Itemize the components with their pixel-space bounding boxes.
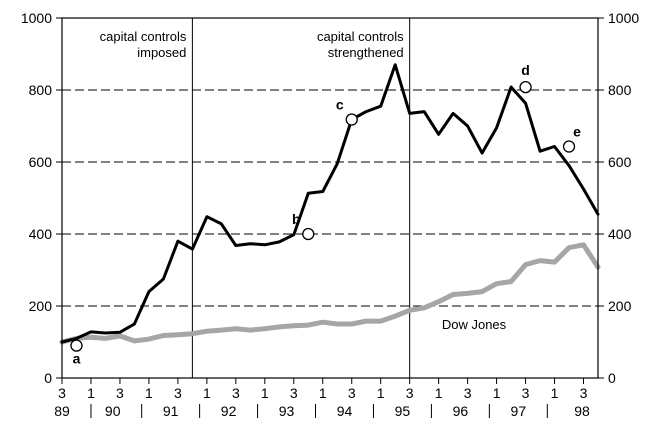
- point-marker-b: [302, 227, 315, 241]
- event-label: imposed: [137, 45, 186, 60]
- x-year-label: 91: [163, 403, 179, 419]
- x-year-label: 96: [453, 403, 469, 419]
- x-quarter-label: 1: [319, 385, 327, 401]
- x-year-label: 94: [337, 403, 353, 419]
- x-quarter-label: 1: [261, 385, 269, 401]
- x-quarter-label: 3: [290, 385, 298, 401]
- axis-layer: [56, 17, 604, 418]
- y-tick-label-right: 600: [608, 154, 632, 170]
- x-quarter-label: 1: [551, 385, 559, 401]
- point-label-d: d: [521, 62, 530, 78]
- x-year-label: 98: [574, 403, 590, 419]
- x-year-label: 90: [105, 403, 121, 419]
- y-tick-label-left: 800: [29, 82, 53, 98]
- x-quarter-label: 1: [145, 385, 153, 401]
- point-marker-e: [562, 140, 576, 153]
- y-tick-label-right: 800: [608, 82, 632, 98]
- x-year-label: 92: [221, 403, 237, 419]
- x-quarter-label: 3: [522, 385, 530, 401]
- x-quarter-label: 3: [116, 385, 124, 401]
- point-label-a: a: [73, 351, 81, 367]
- y-tick-label-left: 1000: [21, 10, 52, 26]
- y-tick-label-right: 400: [608, 226, 632, 242]
- point-marker-d: [519, 80, 532, 94]
- x-year-label: 95: [395, 403, 411, 419]
- x-quarter-label: 3: [464, 385, 472, 401]
- point-marker-a: [70, 339, 83, 352]
- x-quarter-label: 3: [348, 385, 356, 401]
- series-line-dow-jones: [59, 242, 601, 345]
- x-quarter-label: 3: [58, 385, 66, 401]
- event-label: capital controls: [100, 29, 187, 44]
- marker-layer: [70, 80, 576, 352]
- x-quarter-label: 3: [406, 385, 414, 401]
- y-tick-label-right: 200: [608, 298, 632, 314]
- x-quarter-label: 1: [87, 385, 95, 401]
- text-layer: 0 0 200 200 400 400 600 600 800 800 1000 1000 3 1 3 1 3 1…: [21, 10, 640, 419]
- event-label: strengthened: [328, 45, 404, 60]
- x-quarter-label: 1: [435, 385, 443, 401]
- x-quarter-label: 1: [377, 385, 385, 401]
- x-year-label: 89: [54, 403, 70, 419]
- point-label-c: c: [336, 97, 344, 113]
- point-marker-c: [345, 113, 358, 126]
- y-tick-label-left: 200: [29, 298, 53, 314]
- y-tick-label-right: 1000: [608, 10, 639, 26]
- x-quarter-label: 1: [203, 385, 211, 401]
- event-label: capital controls: [317, 29, 404, 44]
- x-quarter-label: 1: [493, 385, 501, 401]
- series-line-main: [60, 63, 600, 344]
- plot-frame: [61, 17, 599, 379]
- x-quarter-label: 3: [580, 385, 588, 401]
- x-quarter-label: 3: [232, 385, 240, 401]
- x-year-label: 93: [279, 403, 295, 419]
- point-label-b: b: [292, 211, 301, 227]
- y-tick-label-left: 600: [29, 154, 53, 170]
- y-tick-label-left: 400: [29, 226, 53, 242]
- series-label-dow-jones: Dow Jones: [442, 317, 507, 332]
- y-tick-label-right: 0: [608, 370, 616, 386]
- y-tick-label-left: 0: [44, 370, 52, 386]
- event-layer: [191, 18, 411, 378]
- x-year-label: 97: [511, 403, 527, 419]
- point-label-e: e: [573, 124, 581, 140]
- series-layer: [59, 63, 601, 345]
- x-quarter-label: 3: [174, 385, 182, 401]
